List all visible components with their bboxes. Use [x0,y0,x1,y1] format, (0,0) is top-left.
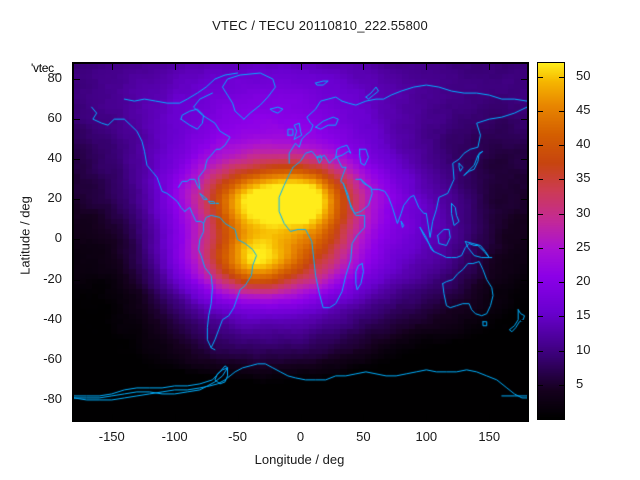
x-tick-label-150: 150 [478,429,501,444]
colorbar-gradient [538,63,564,419]
x-tick-mark-top-0 [301,64,302,70]
x-tick-mark--150 [112,414,113,420]
x-tick-mark-top--150 [112,64,113,70]
colorbar-tick-label-30: 30 [576,204,591,220]
y-tick-mark--80 [74,400,80,401]
y-tick-label--20: -20 [43,270,62,286]
page-title: VTEC / TECU 20110810_222.55800 [212,18,428,33]
map-plot-area [72,62,529,422]
y-tick-mark-right-80 [521,79,527,80]
y-tick-mark-right-60 [521,119,527,120]
x-tick-mark-top-100 [426,64,427,70]
colorbar-tick-mark-left-30 [538,214,543,215]
colorbar-tick-label-40: 40 [576,136,591,152]
y-tick-mark-right-40 [521,159,527,160]
y-tick-label-60: 60 [47,110,62,126]
colorbar-tick-label-45: 45 [576,101,591,117]
y-tick-label--60: -60 [43,350,62,366]
x-tick-mark-50 [363,414,364,420]
y-tick-mark-40 [74,159,80,160]
y-tick-mark-right--60 [521,360,527,361]
x-tick-label--150: -150 [98,429,125,444]
x-tick-mark-0 [301,414,302,420]
y-tick-mark-20 [74,199,80,200]
colorbar-tick-label-35: 35 [576,170,591,186]
x-tick-mark-top--100 [175,64,176,70]
colorbar-tick-mark-right-20 [559,282,564,283]
colorbar-tick-label-50: 50 [576,67,591,83]
colorbar-tick-label-15: 15 [576,307,591,323]
colorbar-tick-mark-left-35 [538,179,543,180]
vtec-heatmap-canvas [74,64,527,420]
colorbar-tick-mark-right-50 [559,77,564,78]
colorbar-tick-mark-left-15 [538,316,543,317]
y-tick-mark-0 [74,239,80,240]
y-tick-label--80: -80 [43,390,62,406]
colorbar-tick-mark-left-40 [538,145,543,146]
y-tick-label-80: 80 [47,70,62,86]
x-tick-label-50: 50 [356,429,371,444]
colorbar-tick-label-25: 25 [576,238,591,254]
y-tick-mark--60 [74,360,80,361]
colorbar-tick-mark-right-40 [559,145,564,146]
y-tick-mark-right-20 [521,199,527,200]
colorbar-tick-label-20: 20 [576,273,591,289]
vtec-variable-artifact-label: 'vtec_ [31,61,61,75]
colorbar-tick-mark-right-10 [559,351,564,352]
x-tick-label--50: -50 [228,429,247,444]
y-tick-mark-right--80 [521,400,527,401]
y-tick-mark-right-0 [521,239,527,240]
colorbar-tick-mark-left-5 [538,385,543,386]
colorbar-tick-mark-right-35 [559,179,564,180]
y-tick-label-0: 0 [54,230,62,246]
y-tick-mark-60 [74,119,80,120]
colorbar-tick-mark-right-45 [559,111,564,112]
x-tick-mark-top-50 [363,64,364,70]
colorbar-tick-label-10: 10 [576,341,591,357]
colorbar-tick-mark-right-15 [559,316,564,317]
y-tick-label-40: 40 [47,150,62,166]
x-tick-mark-top--50 [238,64,239,70]
x-tick-mark-top-150 [489,64,490,70]
colorbar-tick-mark-left-50 [538,77,543,78]
y-tick-mark-80 [74,79,80,80]
x-tick-label--100: -100 [161,429,188,444]
colorbar [537,62,565,420]
y-tick-mark-right--20 [521,280,527,281]
x-tick-mark-150 [489,414,490,420]
colorbar-tick-mark-right-25 [559,248,564,249]
y-tick-label--40: -40 [43,310,62,326]
colorbar-tick-mark-left-25 [538,248,543,249]
colorbar-tick-mark-left-20 [538,282,543,283]
x-tick-mark--100 [175,414,176,420]
colorbar-tick-label-5: 5 [576,375,584,391]
x-tick-mark-100 [426,414,427,420]
y-tick-label-20: 20 [47,190,62,206]
colorbar-tick-mark-right-5 [559,385,564,386]
y-tick-mark--40 [74,320,80,321]
y-tick-mark--20 [74,280,80,281]
x-tick-label-100: 100 [415,429,438,444]
colorbar-tick-mark-left-45 [538,111,543,112]
y-tick-mark-right--40 [521,320,527,321]
x-tick-label-0: 0 [296,429,305,444]
x-axis-title: Longitude / deg [254,452,345,467]
x-tick-mark--50 [238,414,239,420]
colorbar-tick-mark-left-10 [538,351,543,352]
colorbar-tick-mark-right-30 [559,214,564,215]
